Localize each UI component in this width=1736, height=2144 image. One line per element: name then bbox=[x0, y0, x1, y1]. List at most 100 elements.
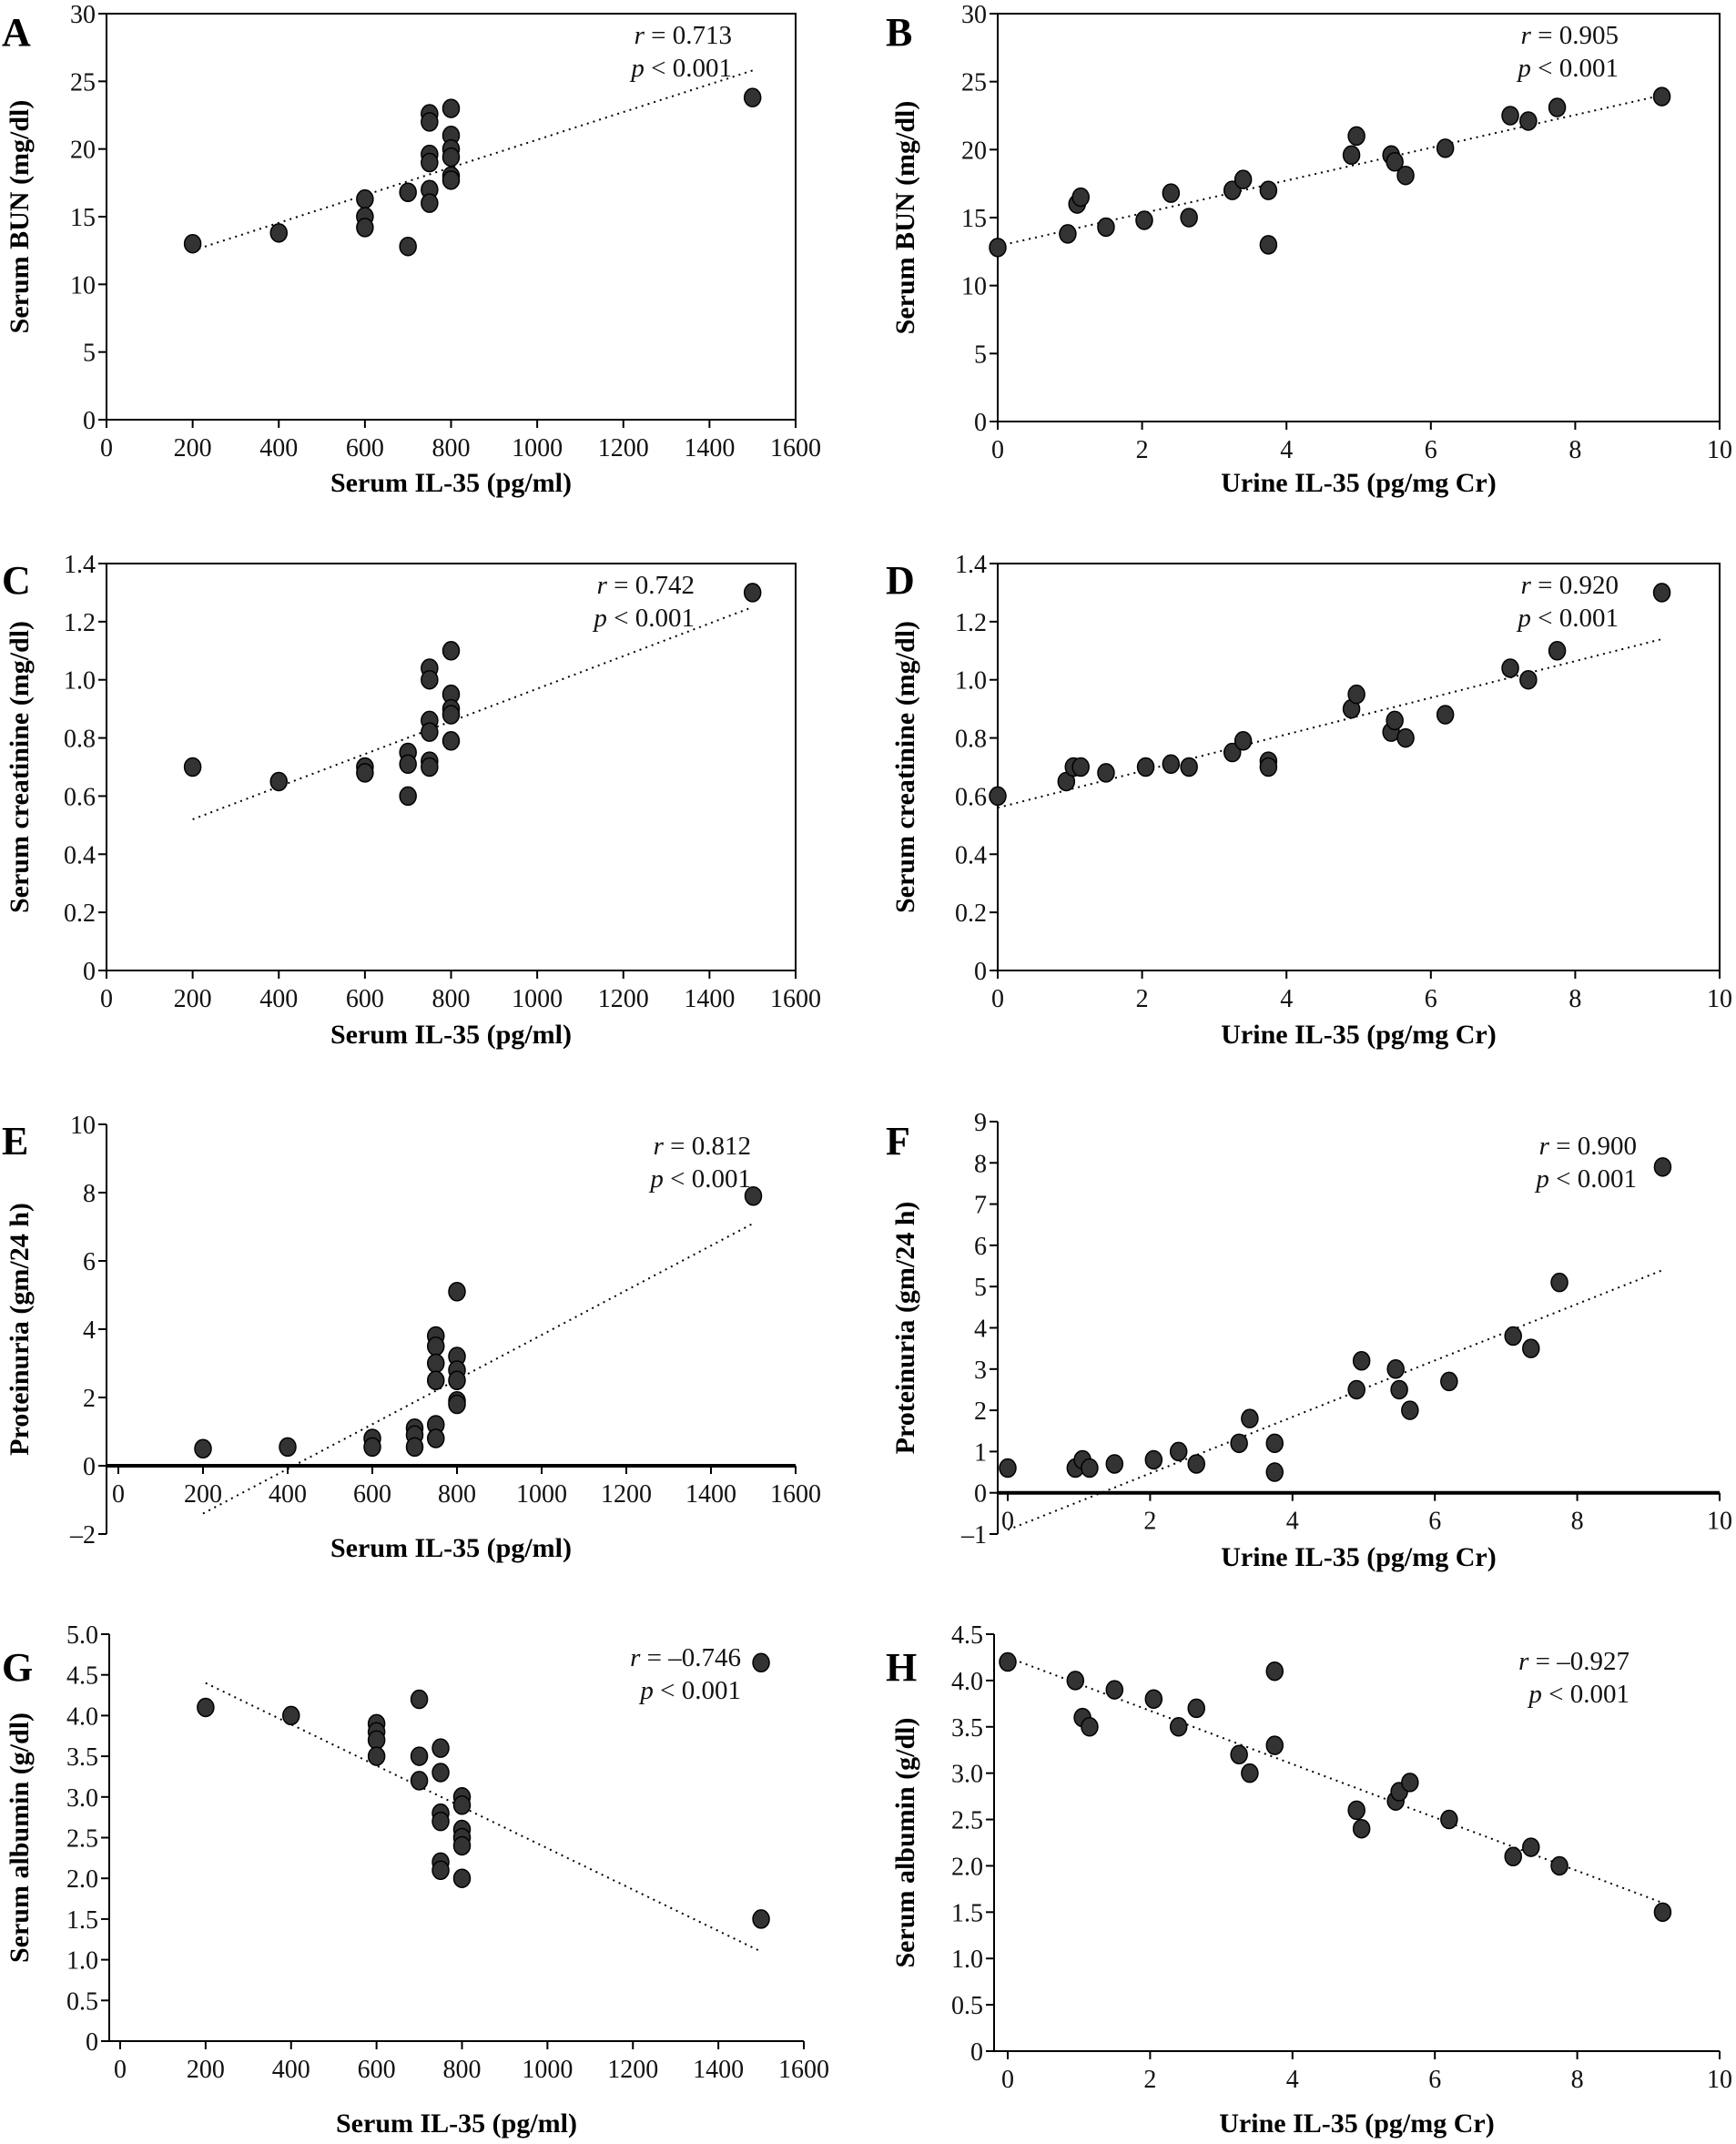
x-tick-label: 1000 bbox=[512, 434, 563, 462]
panel-letter: E bbox=[2, 1119, 28, 1163]
y-tick-label: 25 bbox=[961, 69, 987, 97]
y-tick-label: 0.8 bbox=[64, 726, 96, 754]
data-point bbox=[1347, 1800, 1365, 1821]
data-point bbox=[183, 233, 202, 254]
r-annotation: r = 0.920 bbox=[1521, 571, 1619, 600]
y-tick-label: 0 bbox=[974, 958, 987, 986]
r-symbol: r bbox=[1521, 571, 1532, 600]
x-tick-label: 600 bbox=[353, 1480, 391, 1509]
x-tick-label: 1400 bbox=[684, 434, 735, 462]
r-value: = 0.920 bbox=[1531, 571, 1619, 600]
data-point bbox=[183, 757, 202, 777]
x-tick-label: 6 bbox=[1425, 985, 1437, 1013]
data-point bbox=[1169, 1441, 1188, 1462]
y-tick-label: 4.5 bbox=[66, 1662, 98, 1691]
y-tick-label: 3.5 bbox=[951, 1714, 983, 1743]
data-point bbox=[442, 641, 461, 661]
x-tick-label: 1200 bbox=[598, 434, 649, 462]
data-point bbox=[269, 223, 288, 243]
data-point bbox=[452, 1794, 472, 1815]
y-tick-label: 1.4 bbox=[955, 551, 987, 579]
data-point bbox=[1169, 1717, 1188, 1737]
data-point bbox=[1386, 152, 1404, 172]
data-point bbox=[1401, 1773, 1419, 1793]
data-point bbox=[363, 1437, 381, 1458]
data-point bbox=[1386, 710, 1404, 731]
data-point bbox=[410, 1746, 429, 1766]
data-point bbox=[1059, 224, 1077, 244]
r-value: = 0.742 bbox=[607, 571, 695, 600]
r-value: = 0.713 bbox=[645, 21, 732, 50]
x-axis-label: Urine IL-35 (pg/mg Cr) bbox=[1221, 468, 1496, 498]
data-point bbox=[743, 87, 762, 107]
y-tick-label: 10 bbox=[961, 273, 987, 301]
x-tick-label: 2 bbox=[1136, 436, 1149, 464]
x-tick-label: 8 bbox=[1571, 2066, 1584, 2094]
trendline bbox=[997, 94, 1662, 248]
y-tick-label: 0.6 bbox=[64, 783, 96, 811]
data-point bbox=[1396, 165, 1415, 186]
data-point bbox=[1519, 111, 1538, 131]
p-annotation: p < 0.001 bbox=[638, 1676, 741, 1705]
x-axis-label: Serum IL-35 (pg/ml) bbox=[330, 468, 572, 498]
data-point bbox=[410, 1771, 429, 1791]
p-annotation: p < 0.001 bbox=[1516, 604, 1619, 633]
data-point bbox=[1259, 235, 1278, 255]
data-point bbox=[1519, 669, 1538, 690]
p-value: < 0.001 bbox=[664, 1164, 751, 1194]
y-tick-label: 20 bbox=[961, 137, 987, 165]
data-point bbox=[1097, 763, 1115, 783]
r-annotation: r = 0.812 bbox=[654, 1132, 751, 1161]
y-tick-label: 0 bbox=[83, 958, 96, 986]
y-axis-label: Serum creatinine (mg/dl) bbox=[5, 621, 35, 913]
y-tick-label: 0 bbox=[974, 409, 987, 437]
r-value: = 0.900 bbox=[1549, 1132, 1637, 1161]
data-point bbox=[1548, 641, 1567, 661]
p-symbol: p bbox=[648, 1164, 664, 1194]
x-tick-label: 1200 bbox=[601, 1480, 652, 1509]
data-point bbox=[1501, 658, 1519, 678]
panel-a: 0 200 400 600 800 1000 1200 1400 1600 0 5 10 15 20 25 3… bbox=[2, 1, 821, 498]
y-tick-label: 5 bbox=[974, 1274, 987, 1302]
panel-letter: H bbox=[886, 1645, 917, 1690]
p-value: < 0.001 bbox=[1531, 54, 1619, 83]
x-tick-label: 0 bbox=[991, 985, 1004, 1013]
plot-frame bbox=[997, 563, 1721, 971]
panel-c: 0 200 400 600 800 1000 1200 1400 1600 0 0.2 0.4 0.6 0… bbox=[2, 551, 821, 1050]
panel-letter: B bbox=[886, 10, 912, 55]
data-point bbox=[1162, 183, 1181, 203]
data-point bbox=[421, 669, 439, 690]
y-tick-label: 6 bbox=[83, 1248, 96, 1276]
p-symbol: p bbox=[629, 54, 645, 83]
data-point bbox=[442, 170, 461, 190]
y-tick-label: 1.5 bbox=[66, 1906, 98, 1935]
data-point bbox=[1187, 1698, 1205, 1719]
y-tick-label: 8 bbox=[83, 1180, 96, 1208]
y-tick-label: 2 bbox=[83, 1385, 96, 1413]
panel-h: 0 2 4 6 8 10 0 0.5 1.0 1.5 2.0 2.5 3.0 3.5 4.0 4.5 r = –… bbox=[886, 1621, 1732, 2139]
data-point bbox=[421, 193, 439, 213]
trendline bbox=[205, 1682, 762, 1953]
panel-letter: F bbox=[886, 1119, 910, 1163]
y-tick-label: 0 bbox=[83, 1453, 96, 1481]
x-tick-label: 0 bbox=[100, 434, 113, 462]
data-point bbox=[1347, 684, 1365, 705]
data-point bbox=[279, 1437, 297, 1458]
data-point bbox=[1180, 208, 1198, 228]
data-point bbox=[1144, 1449, 1163, 1470]
x-tick-label: 10 bbox=[1707, 1508, 1732, 1536]
x-tick-label: 10 bbox=[1707, 2066, 1732, 2094]
y-tick-label: 15 bbox=[961, 205, 987, 233]
y-axis-label: Proteinuria (gm/24 h) bbox=[5, 1203, 35, 1456]
data-point bbox=[1265, 1661, 1284, 1682]
p-value: < 0.001 bbox=[645, 54, 732, 83]
p-annotation: p < 0.001 bbox=[592, 604, 695, 633]
x-tick-label: 1600 bbox=[770, 1480, 821, 1509]
x-tick-label: 1000 bbox=[522, 2056, 573, 2084]
x-tick-label: 0 bbox=[991, 436, 1004, 464]
data-point bbox=[399, 236, 417, 257]
data-point bbox=[1501, 106, 1519, 126]
y-tick-label: 3 bbox=[974, 1357, 987, 1385]
p-annotation: p < 0.001 bbox=[1527, 1680, 1629, 1709]
x-tick-label: 8 bbox=[1568, 985, 1581, 1013]
